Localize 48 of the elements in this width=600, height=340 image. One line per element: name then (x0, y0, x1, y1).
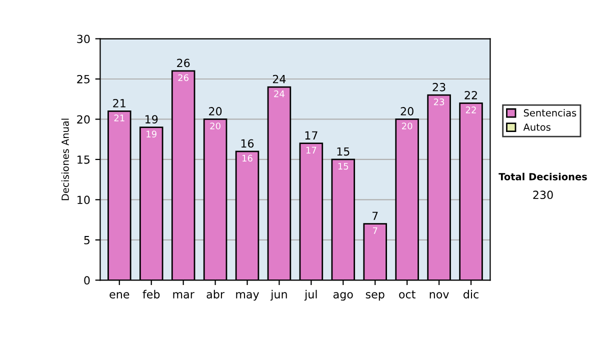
x-tick-label: may (236, 292, 260, 301)
total-label: 20 (400, 107, 414, 116)
data-label: 20 (210, 122, 220, 130)
y-axis-title: Decisiones Anual (61, 118, 69, 200)
y-tick-label: 30 (77, 34, 90, 44)
x-tick-label: dic (464, 290, 478, 298)
y-tick-label: 25 (77, 74, 90, 84)
total-label: 24 (272, 74, 286, 84)
data-label: 23 (434, 98, 444, 106)
x-tick-label: mar (173, 292, 194, 298)
y-tick-label: 0 (84, 276, 90, 285)
total-label: 26 (177, 58, 190, 68)
total-label: 21 (113, 99, 126, 108)
legend-label: Sentencias (524, 108, 576, 117)
x-tick-label: ene (110, 292, 130, 298)
x-tick-label: feb (142, 290, 160, 298)
total-label: 22 (464, 90, 477, 100)
total-label: 16 (241, 139, 254, 148)
x-tick-label: ago (333, 292, 353, 301)
y-tick-label: 10 (78, 196, 90, 204)
x-tick-label: jul (304, 290, 317, 301)
data-label: 22 (466, 106, 476, 114)
text: Total Decisiones (498, 172, 587, 180)
y-tick-label: 15 (78, 156, 90, 164)
x-tick-label: nov (430, 292, 449, 298)
legend-label: Autos (523, 124, 550, 131)
x-tick-label: sep (366, 292, 384, 301)
total-label: 7 (372, 212, 378, 220)
total-label: 23 (432, 82, 446, 92)
data-label: 17 (306, 146, 316, 154)
total-label: 20 (209, 107, 222, 116)
data-label: 15 (338, 162, 348, 170)
data-label: 26 (178, 74, 188, 82)
data-label: 21 (114, 114, 124, 122)
y-tick-label: 20 (77, 115, 90, 124)
x-tick-label: jun (270, 290, 287, 301)
total-label: 19 (146, 115, 158, 124)
total-label: 15 (337, 147, 350, 156)
data-label: 7 (372, 227, 378, 234)
data-label: 19 (146, 130, 156, 138)
x-tick-label: abr (206, 290, 224, 298)
data-label: 24 (274, 90, 284, 98)
text: 230 (533, 190, 553, 200)
x-tick-label: oct (399, 290, 416, 298)
data-label: 16 (242, 154, 252, 162)
data-label: 20 (402, 122, 412, 130)
total-label: 17 (305, 131, 318, 140)
y-tick-label: 5 (84, 236, 90, 244)
